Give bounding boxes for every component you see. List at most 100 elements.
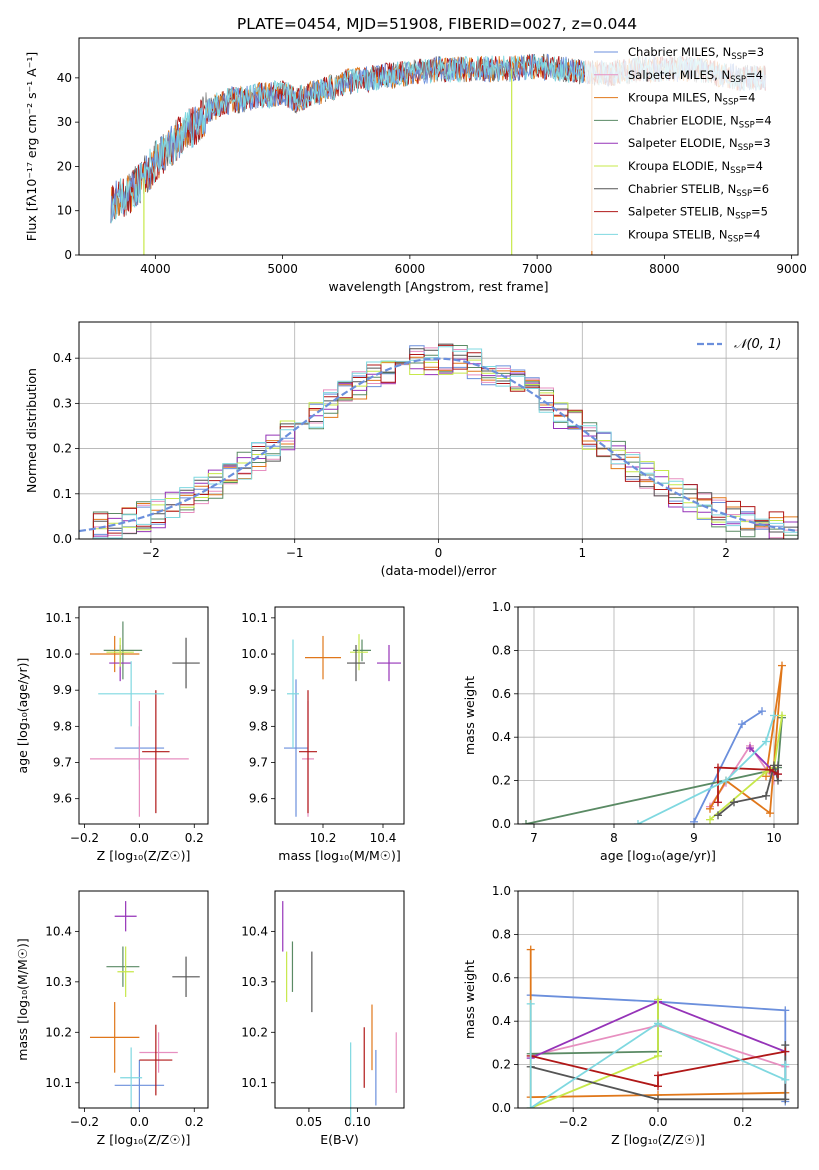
axes-frame: [274, 890, 405, 1109]
weight-marker: [766, 765, 774, 774]
errorbar-point-kroupa-miles: [305, 635, 341, 680]
x-tick-label: −0.2: [559, 1115, 588, 1129]
errorbar-point-kroupa-stelib: [287, 639, 299, 749]
x-axis-label: Z [log₁₀(Z/Z☉)]: [97, 848, 191, 863]
axes-frame: [517, 890, 799, 1109]
weight-marker: [738, 720, 746, 729]
weight-marker: [778, 661, 786, 670]
y-axis-label: Normed distribution: [24, 368, 39, 493]
weight-marker: [654, 1071, 662, 1080]
y-tick-label: 0.4: [53, 351, 72, 365]
weight-marker: [730, 798, 738, 807]
gaussian-legend-label: 𝒩(0, 1): [734, 337, 781, 352]
legend-label-eq: =6: [752, 182, 769, 196]
weight-marker: [766, 809, 774, 818]
y-tick-label: 9.7: [249, 756, 268, 770]
weight-marker: [781, 1095, 790, 1104]
weight-marker: [778, 711, 786, 720]
x-axis-label: mass [log₁₀(M/M☉)]: [278, 848, 400, 863]
y-tick-label: 1.0: [492, 884, 511, 898]
weight-marker: [781, 1060, 790, 1069]
weight-marker: [762, 737, 770, 746]
x-tick-label: 7: [530, 831, 538, 845]
x-tick-label: 10.4: [370, 831, 397, 845]
y-tick-label: 10.3: [45, 975, 72, 989]
legend-label: Chabrier ELODIE, NSSP=4: [628, 113, 772, 130]
errorbar-point-chabrier-elodie: [103, 621, 143, 680]
y-tick-label: 30: [57, 115, 72, 129]
legend-box: [585, 43, 793, 251]
y-tick-label: 20: [57, 159, 72, 173]
y-tick-label: 9.8: [53, 719, 72, 733]
x-tick-label: 0: [435, 546, 443, 560]
weight-marker: [706, 815, 714, 824]
Z_vs_weight-series: [526, 945, 790, 1108]
errorbar-point-kroupa-elodie: [350, 634, 368, 671]
x-tick-label: 9: [690, 831, 698, 845]
residual-histograms: [79, 343, 798, 539]
weight-marker: [654, 1051, 662, 1060]
y-tick-label: 0.2: [53, 442, 72, 456]
y-tick-label: 0.4: [492, 730, 511, 744]
x-tick-label: 0.10: [344, 1115, 371, 1129]
legend-label-sub: SSP: [728, 234, 744, 244]
weight-marker: [722, 776, 730, 785]
legend-label-main: Kroupa MILES, N: [628, 91, 723, 105]
weight-marker: [714, 811, 722, 820]
x-axis-label: age [log₁₀(age/yr)]: [600, 848, 716, 863]
x-axis-label: Z [log₁₀(Z/Z☉)]: [611, 1132, 705, 1147]
y-tick-label: 10.1: [241, 1076, 268, 1090]
x-tick-label: −2: [142, 546, 160, 560]
errorbar-point-salpeter-stelib: [299, 690, 317, 814]
y-axis-label: mass weight: [462, 960, 477, 1039]
y-tick-label: 0.0: [492, 1101, 511, 1115]
mass_vs_age-axes: [271, 617, 384, 828]
Z_vs_mass-axes: [75, 930, 195, 1112]
x-tick-label: −0.2: [70, 1115, 99, 1129]
legend-label-main: Chabrier ELODIE, N: [628, 113, 739, 127]
gaussian-curve: [79, 357, 798, 533]
y-tick-label: 9.8: [249, 719, 268, 733]
legend-label: Salpeter MILES, NSSP=4: [628, 68, 763, 85]
weight-line-chabrier-elodie: [525, 717, 783, 824]
legend-label-sub: SSP: [723, 98, 739, 108]
legend-label-eq: =4: [755, 113, 772, 127]
x-tick-label: 0.0: [648, 1115, 667, 1129]
x-tick-label: −1: [286, 546, 304, 560]
weight-marker: [781, 1006, 790, 1015]
y-tick-label: 0.3: [53, 396, 72, 410]
y-tick-label: 9.6: [53, 792, 72, 806]
weight-marker: [522, 820, 530, 824]
weight-marker: [758, 707, 766, 716]
x-tick-label: 5000: [267, 262, 298, 276]
legend-label: Kroupa ELODIE, NSSP=4: [628, 159, 763, 176]
y-tick-label: 10.3: [241, 975, 268, 989]
errorbar-point-kroupa-stelib: [120, 1047, 143, 1108]
weight-marker: [781, 1075, 790, 1084]
spectrum-axes: [75, 77, 793, 259]
x-axis-label: wavelength [Angstrom, rest frame]: [328, 279, 548, 294]
y-tick-label: 0.6: [492, 971, 511, 985]
x-tick-label: 0.2: [733, 1115, 752, 1129]
y-axis-label: mass weight: [462, 676, 477, 755]
x-tick-label: 2: [722, 546, 730, 560]
y-tick-label: 0.2: [492, 774, 511, 788]
errorbar-point-salpeter-miles: [139, 1032, 178, 1073]
weight-marker: [526, 945, 535, 954]
y-tick-label: 0: [64, 248, 72, 262]
weight-marker: [690, 817, 698, 824]
weight-marker: [781, 1047, 790, 1056]
figure-title: PLATE=0454, MJD=51908, FIBERID=0027, z=0…: [237, 15, 637, 33]
weight-marker: [714, 763, 722, 772]
y-tick-label: 0.8: [492, 927, 511, 941]
x-axis-label: (data-model)/error: [381, 563, 498, 578]
errorbar-point-salpeter-miles: [89, 701, 189, 817]
x-tick-label: 8000: [649, 262, 680, 276]
errorbar-point-salpeter-elodie: [377, 644, 401, 682]
errorbar-point-salpeter-stelib: [139, 1024, 173, 1096]
axes-frame: [78, 37, 799, 256]
weight-marker: [654, 1019, 662, 1028]
legend-label-main: Salpeter ELODIE, N: [628, 136, 738, 150]
y-tick-label: 0.8: [492, 643, 511, 657]
legend-label-main: Salpeter MILES, N: [628, 68, 730, 82]
